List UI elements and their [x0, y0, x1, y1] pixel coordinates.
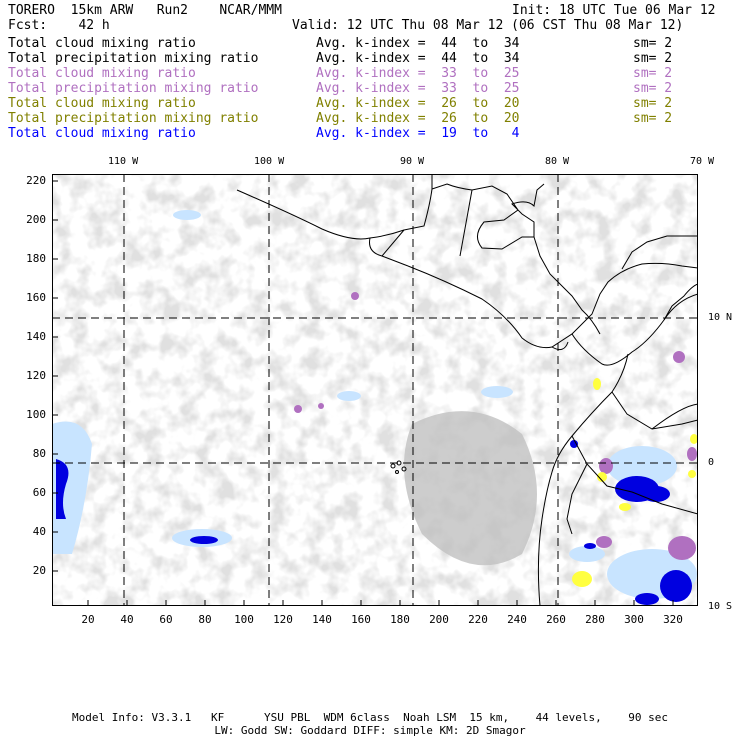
- footer-physics-info: LW: Godd SW: Goddard DIFF: simple KM: 2D…: [214, 724, 526, 737]
- legend-smoothing: sm= 2: [633, 96, 673, 111]
- legend-field-name: Total cloud mixing ratio: [8, 126, 196, 141]
- longitude-label: 80 W: [545, 156, 570, 167]
- legend-k-index: Avg. k-index = 44 to 34: [316, 51, 520, 66]
- header-model-title: TORERO 15km ARW Run2 NCAR/MMM: [8, 3, 282, 18]
- legend-smoothing: sm= 2: [633, 51, 673, 66]
- cloud-field-blue: [56, 440, 692, 605]
- legend-k-index: Avg. k-index = 26 to 20: [316, 96, 520, 111]
- latitude-label: 10 S: [708, 601, 733, 612]
- legend-row: Total precipitation mixing ratio Avg. k-…: [8, 52, 672, 122]
- axis-ticks: [52, 180, 674, 606]
- legend-k-index: Avg. k-index = 33 to 25: [316, 81, 520, 96]
- x-tick-label: 220: [468, 613, 488, 626]
- cloud-field-gray: [404, 411, 537, 566]
- cloud-field-yellow: [572, 378, 698, 587]
- y-tick-label: 180: [26, 252, 46, 265]
- cloud-field-light-blue: [52, 210, 697, 599]
- y-tick-label: 140: [26, 330, 46, 343]
- y-tick-label: 20: [32, 564, 46, 577]
- x-tick-label: 140: [312, 613, 332, 626]
- x-tick-label: 60: [159, 613, 173, 626]
- legend-smoothing: sm= 2: [633, 111, 673, 126]
- legend-row: Total cloud mixing ratio Avg. k-index = …: [8, 97, 672, 167]
- legend-field-name: Total precipitation mixing ratio: [8, 111, 259, 126]
- longitude-label: 100 W: [254, 156, 285, 167]
- y-tick-label: 220: [26, 174, 46, 187]
- legend-smoothing: sm= 2: [633, 81, 673, 96]
- cloud-field-purple: [294, 292, 697, 560]
- x-tick-label: 160: [351, 613, 371, 626]
- y-tick-label: 60: [32, 486, 46, 499]
- legend-row: Total precipitation mixing ratio Avg. k-…: [8, 82, 672, 152]
- x-tick-label: 120: [273, 613, 293, 626]
- y-tick-label: 80: [32, 447, 46, 460]
- footer-model-info: Model Info: V3.3.1 KF YSU PBL WDM 6class…: [71, 711, 669, 724]
- x-tick-label: 200: [429, 613, 449, 626]
- cloud-field-gray: [52, 174, 698, 606]
- legend-field-name: Total cloud mixing ratio: [8, 66, 196, 81]
- legend-row: Total cloud mixing ratio Avg. k-index = …: [8, 37, 672, 107]
- y-tick-label: 100: [26, 408, 46, 421]
- x-tick-label: 20: [81, 613, 95, 626]
- x-tick-label: 100: [234, 613, 254, 626]
- legend-row: Total cloud mixing ratio Avg. k-index = …: [8, 67, 672, 137]
- y-tick-label: 160: [26, 291, 46, 304]
- x-tick-label: 300: [624, 613, 644, 626]
- longitude-label: 90 W: [400, 156, 425, 167]
- longitude-label: 110 W: [108, 156, 139, 167]
- coastlines: [236, 174, 698, 606]
- lat-lon-grid: [52, 174, 698, 606]
- header-forecast-hour: Fcst: 42 h: [8, 18, 110, 33]
- y-tick-label: 120: [26, 369, 46, 382]
- latitude-label: 10 N: [708, 312, 733, 323]
- legend-field-name: Total precipitation mixing ratio: [8, 51, 259, 66]
- x-tick-label: 180: [390, 613, 410, 626]
- legend-k-index: Avg. k-index = 33 to 25: [316, 66, 520, 81]
- header-init-time: Init: 18 UTC Tue 06 Mar 12: [512, 3, 716, 18]
- legend-smoothing: sm= 2: [633, 36, 673, 51]
- legend-smoothing: sm= 2: [633, 66, 673, 81]
- header-valid-time: Valid: 12 UTC Thu 08 Mar 12 (06 CST Thu …: [292, 18, 684, 33]
- map-frame: [52, 174, 698, 606]
- y-tick-label: 200: [26, 213, 46, 226]
- x-tick-label: 80: [198, 613, 212, 626]
- legend-k-index: Avg. k-index = 44 to 34: [316, 36, 520, 51]
- legend-field-name: Total cloud mixing ratio: [8, 36, 196, 51]
- legend-k-index: Avg. k-index = 26 to 20: [316, 111, 520, 126]
- x-tick-label: 320: [663, 613, 683, 626]
- x-tick-label: 280: [585, 613, 605, 626]
- x-tick-label: 240: [507, 613, 527, 626]
- legend-k-index: Avg. k-index = 19 to 4: [316, 126, 520, 141]
- legend-row: Total cloud mixing ratio Avg. k-index = …: [8, 127, 520, 197]
- y-tick-label: 40: [32, 525, 46, 538]
- cloud-mixing-ratio-map: [52, 174, 698, 606]
- legend-field-name: Total cloud mixing ratio: [8, 96, 196, 111]
- x-tick-label: 260: [546, 613, 566, 626]
- latitude-label: 0: [708, 457, 715, 468]
- x-tick-label: 40: [120, 613, 134, 626]
- legend-field-name: Total precipitation mixing ratio: [8, 81, 259, 96]
- longitude-label: 70 W: [690, 156, 715, 167]
- legend-row: Total precipitation mixing ratio Avg. k-…: [8, 112, 672, 182]
